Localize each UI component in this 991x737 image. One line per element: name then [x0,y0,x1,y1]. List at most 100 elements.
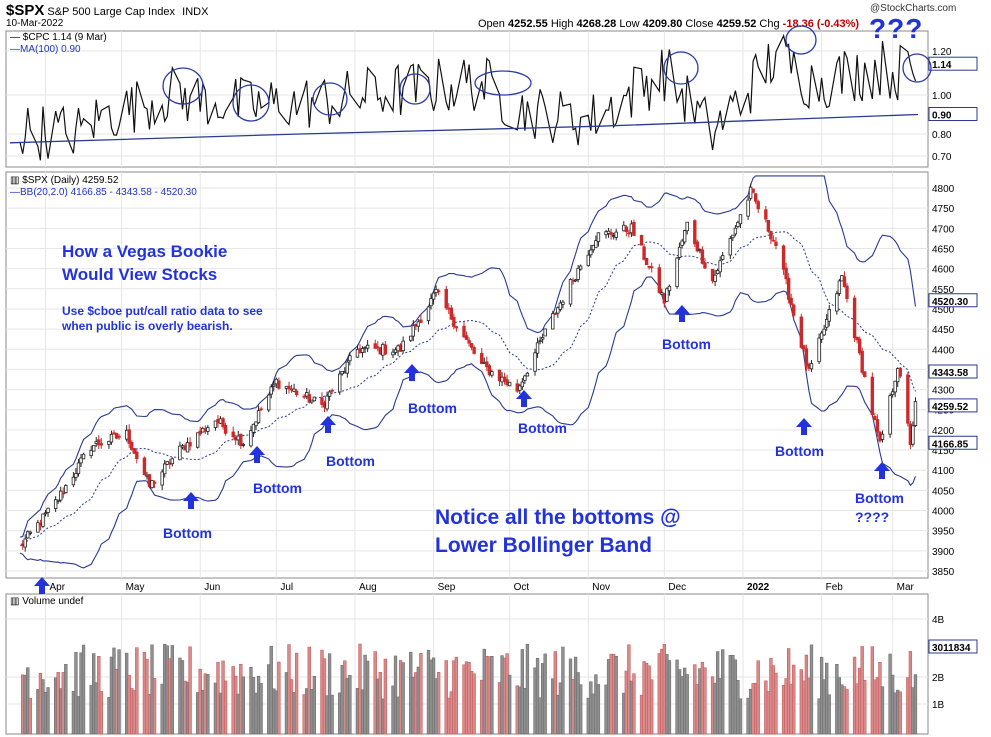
candle-body [497,369,502,382]
close-label: Close [685,18,714,30]
price-series [19,175,918,569]
candle-body [454,326,459,329]
volume-bar [327,653,332,735]
candle-body [269,386,273,395]
volume-bar [152,678,157,735]
price-y-tick-label: 4400 [932,345,955,356]
badge-bb-lower-box [928,435,978,450]
cpc-y-tick-label: 1.20 [932,47,952,58]
x-tick-label: Dec [668,582,686,593]
candle-body [880,433,885,440]
volume-bar [535,657,540,735]
candle-body [685,221,689,232]
x-tick-label: Nov [592,582,610,593]
volume-bar [774,672,778,735]
candle-body [426,306,431,322]
candle-body [596,232,601,242]
peak-circle [312,82,348,116]
candle-body [857,338,862,354]
candle-body [913,401,918,426]
high-label: High [550,18,574,30]
candle-body [206,427,210,432]
price-y-tick-label: 3900 [932,547,955,558]
candle-body [97,439,101,446]
candle-body [239,433,243,446]
volume-bar [358,643,362,735]
candle-body [163,463,167,475]
candle-body [338,373,342,393]
volume-bar [365,660,370,735]
bottom-label-2: Bottom [253,480,302,496]
peak-circle [232,84,270,122]
candle-body [487,365,492,376]
bottom-label-7: Bottom [775,443,824,459]
candle-body [376,346,380,349]
volume-series [21,643,918,735]
volume-bar [393,655,398,735]
candle-body [632,222,636,236]
candle-body [746,199,750,217]
candle-body [893,380,897,393]
volume-bar [383,658,388,735]
bottom-arrow [320,416,336,433]
candle-body [824,319,829,328]
candle-body [540,337,545,340]
annotation-title: How a Vegas Bookie Would View Stocks [62,240,227,286]
badge-bb-upper-text: 4520.30 [932,297,969,308]
volume-bar [525,644,530,735]
candle-body [594,240,598,248]
badge-bb-upper-box [928,293,978,308]
bottom-arrow [516,390,532,407]
price-y-tick-label: 4500 [932,305,955,316]
volume-bar [738,698,743,735]
notice-line-1: Notice all the bottoms @ [435,506,681,529]
cpc-series [9,33,919,161]
bottom-arrow [249,446,265,463]
x-tick-label: Aug [359,582,377,593]
candle-body [231,431,235,438]
candle-body [152,481,157,484]
bb-label-text: BB(20,2.0) 4166.85 - 4343.58 - 4520.30 [20,187,197,198]
candle-body [117,435,121,438]
price-y-tick-label: 4200 [932,426,955,437]
candle-body [586,254,590,267]
cpc-ma-label: —MA(100) 0.90 [10,44,81,55]
peak-circle [663,51,699,85]
badge-cpc-ma-box [928,107,978,121]
candle-body [766,220,771,232]
volume-bar [206,674,210,735]
volume-bar [721,649,725,735]
volume-bar [792,664,796,735]
chg-value: -18.36 (-0.43%) [782,18,860,30]
candle-body [781,245,786,270]
price-y-tick-label: 4000 [932,507,955,518]
candle-body [774,241,778,246]
candle-body [348,355,352,362]
symbol-description: S&P 500 Large Cap Index [47,6,175,18]
candle-body [713,274,717,282]
candle-body [28,531,32,534]
bottom-label-4: Bottom [408,400,457,416]
candle-body [221,418,225,428]
candle-body [272,384,276,387]
candle-body [624,226,629,232]
cpc-y-tick-label: 0.70 [932,152,952,163]
candle-body [627,232,631,235]
open-value: 4252.55 [507,18,548,30]
volume-bar [561,646,565,735]
ohlc-readout: Open 4252.55 High 4268.28 Low 4209.80 Cl… [478,18,859,30]
candle-body [573,279,578,282]
candle-body [373,343,377,349]
volume-bar [294,652,299,735]
volume-bar [419,653,423,735]
annotation-notice: Notice all the bottoms @ Lower Bollinger… [435,504,681,560]
candle-body [695,241,700,252]
candle-body [213,420,218,428]
panel-frames [5,30,929,735]
x-tick-label: Jul [280,582,293,593]
candle-body [756,201,760,210]
candle-body [26,531,30,539]
volume-bar [348,675,352,735]
candle-body [46,507,50,513]
cpc-y-tick-label: 1.00 [932,91,952,102]
